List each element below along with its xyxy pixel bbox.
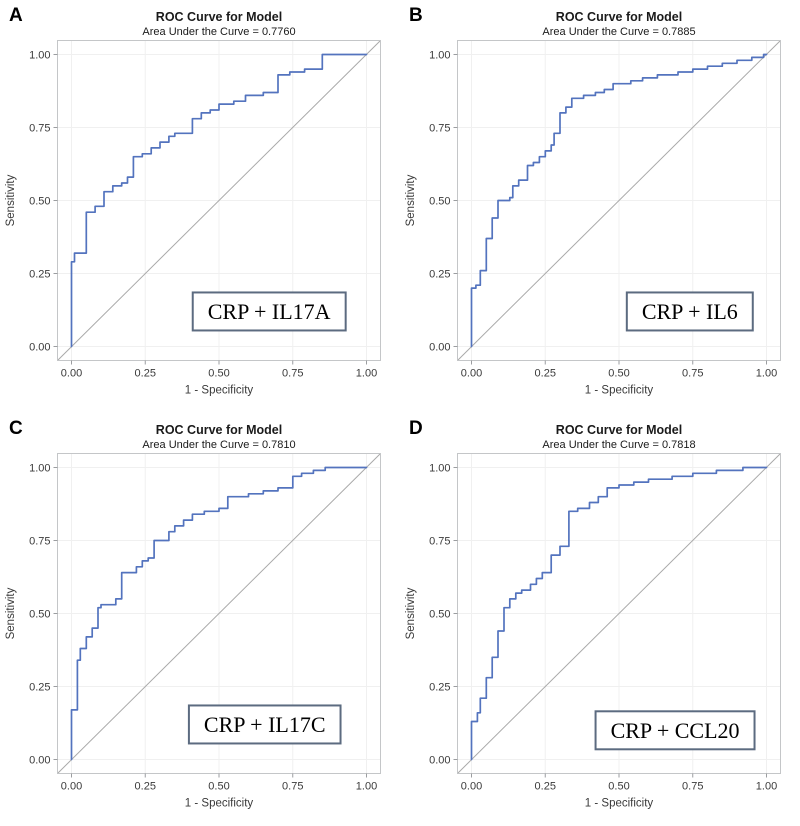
y-tick-label: 1.00: [429, 463, 450, 475]
x-tick-label: 0.50: [608, 781, 629, 793]
roc-curve: [470, 53, 768, 348]
chart-title: ROC Curve for Model: [156, 10, 282, 24]
x-tick-label: 0.25: [535, 781, 556, 793]
x-tick-label: 0.75: [282, 368, 303, 380]
y-tick-label: 1.00: [29, 50, 50, 62]
y-tick-label: 0.25: [29, 682, 50, 694]
model-label-frame: [191, 291, 347, 332]
y-tick-label: 0.75: [429, 123, 450, 135]
y-tick-label: 0.50: [429, 609, 450, 621]
model-label-frame: [187, 704, 342, 745]
x-tick-label: 0.25: [135, 781, 156, 793]
x-axis-label: 1 - Specificity: [585, 385, 654, 397]
model-label-box: CRP + CCL20: [594, 710, 756, 751]
model-label: CRP + IL6: [642, 299, 738, 324]
x-axis-label: 1 - Specificity: [185, 385, 254, 397]
x-tick-label: 1.00: [756, 781, 777, 793]
panel-a: A ROC Curve for Model Area Under the Curv…: [0, 0, 400, 413]
chart-subtitle: Area Under the Curve = 0.7760: [142, 26, 295, 38]
chart-title: ROC Curve for Model: [156, 423, 282, 437]
model-label-box: CRP + IL6: [625, 291, 754, 332]
x-tick-label: 0.75: [282, 781, 303, 793]
panel-letter-b: B: [409, 5, 424, 26]
panel-letter-c: C: [9, 418, 24, 439]
y-tick-label: 0.00: [29, 755, 50, 767]
x-tick-label: 0.25: [535, 368, 556, 380]
model-label: CRP + IL17C: [204, 712, 326, 737]
y-tick-label: 0.75: [29, 123, 50, 135]
y-tick-label: 0.75: [429, 536, 450, 548]
x-axis-label: 1 - Specificity: [185, 798, 254, 810]
y-tick-label: 0.00: [429, 342, 450, 354]
chart-subtitle: Area Under the Curve = 0.7810: [142, 439, 295, 451]
y-tick-label: 0.50: [429, 196, 450, 208]
diagonal-reference-line: [57, 40, 381, 361]
roc-chart-d: ROC Curve for Model Area Under the Curve …: [405, 423, 781, 810]
y-tick-label: 1.00: [429, 50, 450, 62]
y-tick-label: 0.25: [429, 269, 450, 281]
model-label-box: CRP + IL17C: [187, 704, 342, 745]
chart-title: ROC Curve for Model: [556, 423, 682, 437]
x-tick-label: 0.50: [608, 368, 629, 380]
y-tick-label: 1.00: [29, 463, 50, 475]
x-tick-label: 1.00: [356, 368, 377, 380]
model-label: CRP + CCL20: [611, 718, 740, 743]
x-tick-label: 0.75: [682, 781, 703, 793]
chart-subtitle: Area Under the Curve = 0.7818: [542, 439, 695, 451]
y-tick-label: 0.25: [429, 682, 450, 694]
x-tick-label: 0.00: [461, 368, 482, 380]
model-label-frame: [625, 291, 754, 332]
x-tick-label: 0.50: [208, 368, 229, 380]
x-tick-label: 0.50: [208, 781, 229, 793]
y-axis-label: Sensitivity: [5, 174, 17, 226]
roc-chart-c: ROC Curve for Model Area Under the Curve …: [5, 423, 381, 810]
chart-title: ROC Curve for Model: [556, 10, 682, 24]
y-axis-label: Sensitivity: [405, 587, 417, 639]
y-tick-label: 0.00: [29, 342, 50, 354]
roc-curve: [470, 466, 768, 761]
diagonal-reference-line: [57, 453, 381, 774]
roc-chart-a: ROC Curve for Model Area Under the Curve …: [5, 10, 381, 397]
panel-letter-d: D: [409, 418, 424, 439]
model-label-frame: [594, 710, 756, 751]
panel-b: B ROC Curve for Model Area Under the Curv…: [400, 0, 800, 413]
x-tick-label: 0.00: [61, 781, 82, 793]
y-tick-label: 0.00: [429, 755, 450, 767]
chart-subtitle: Area Under the Curve = 0.7885: [542, 26, 695, 38]
x-tick-label: 0.25: [135, 368, 156, 380]
y-tick-label: 0.25: [29, 269, 50, 281]
diagonal-reference-line: [457, 453, 781, 774]
panel-d: D ROC Curve for Model Area Under the Curv…: [400, 413, 800, 826]
x-tick-label: 0.75: [682, 368, 703, 380]
roc-chart-b: ROC Curve for Model Area Under the Curve …: [405, 10, 781, 397]
y-tick-label: 0.50: [29, 196, 50, 208]
model-label-box: CRP + IL17A: [191, 291, 347, 332]
x-tick-label: 0.00: [61, 368, 82, 380]
y-axis-label: Sensitivity: [405, 174, 417, 226]
y-axis-label: Sensitivity: [5, 587, 17, 639]
x-tick-label: 1.00: [756, 368, 777, 380]
panel-letter-a: A: [9, 5, 24, 26]
y-tick-label: 0.75: [29, 536, 50, 548]
panel-c: C ROC Curve for Model Area Under the Curv…: [0, 413, 400, 826]
roc-curve: [70, 466, 368, 761]
x-tick-label: 0.00: [461, 781, 482, 793]
model-label: CRP + IL17A: [208, 299, 331, 324]
x-tick-label: 1.00: [356, 781, 377, 793]
roc-curve: [70, 53, 368, 348]
y-tick-label: 0.50: [29, 609, 50, 621]
x-axis-label: 1 - Specificity: [585, 798, 654, 810]
diagonal-reference-line: [457, 40, 781, 361]
